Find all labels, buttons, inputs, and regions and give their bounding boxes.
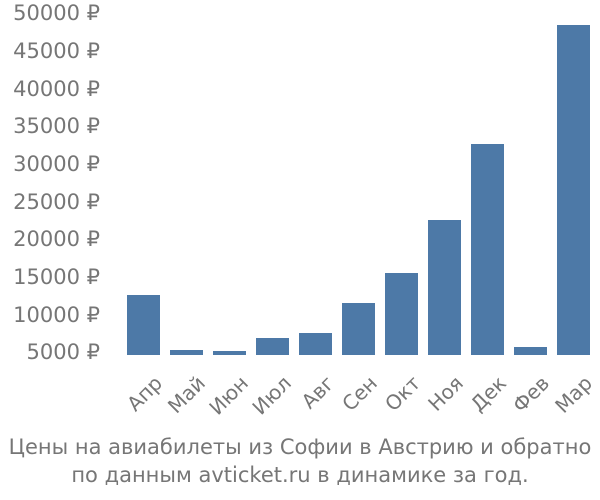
x-tick-label: Июн [203,371,253,420]
bar-дек [471,144,504,356]
y-tick-label: 40000 ₽ [13,76,100,101]
bar-июн [213,350,246,356]
x-tick-label: Ноя [422,371,468,416]
x-tick-label: Авг [296,371,339,414]
y-tick-label: 35000 ₽ [13,114,100,139]
x-tick-label: Апр [121,371,167,416]
caption-line-1: Цены на авиабилеты из Софии в Австрию и … [8,435,592,459]
bar-сен [342,302,375,356]
y-tick-label: 10000 ₽ [13,302,100,327]
bar-авг [299,332,332,356]
y-tick-label: 25000 ₽ [13,189,100,214]
x-tick-label: Мар [549,371,597,418]
bar-май [170,350,203,356]
y-tick-label: 20000 ₽ [13,227,100,252]
x-tick-label: Июл [246,371,296,420]
x-tick-label: Окт [379,371,425,416]
x-tick-label: Дек [465,371,511,417]
x-tick-label: Май [162,371,210,419]
y-tick-label: 5000 ₽ [26,340,100,365]
y-tick-label: 45000 ₽ [13,38,100,63]
chart-caption: Цены на авиабилеты из Софии в Австрию и … [0,433,600,489]
bar-окт [385,273,418,356]
bar-мар [557,25,590,356]
y-tick-label: 30000 ₽ [13,151,100,176]
y-tick-label: 50000 ₽ [13,1,100,26]
bar-фев [514,347,547,356]
bar-ноя [428,219,461,356]
bar-июл [256,338,289,356]
caption-line-2: по данным avticket.ru в динамике за год. [71,463,529,487]
x-tick-label: Сен [336,371,382,416]
bar-апр [127,295,160,356]
y-tick-label: 15000 ₽ [13,265,100,290]
x-tick-label: Фев [507,371,554,418]
